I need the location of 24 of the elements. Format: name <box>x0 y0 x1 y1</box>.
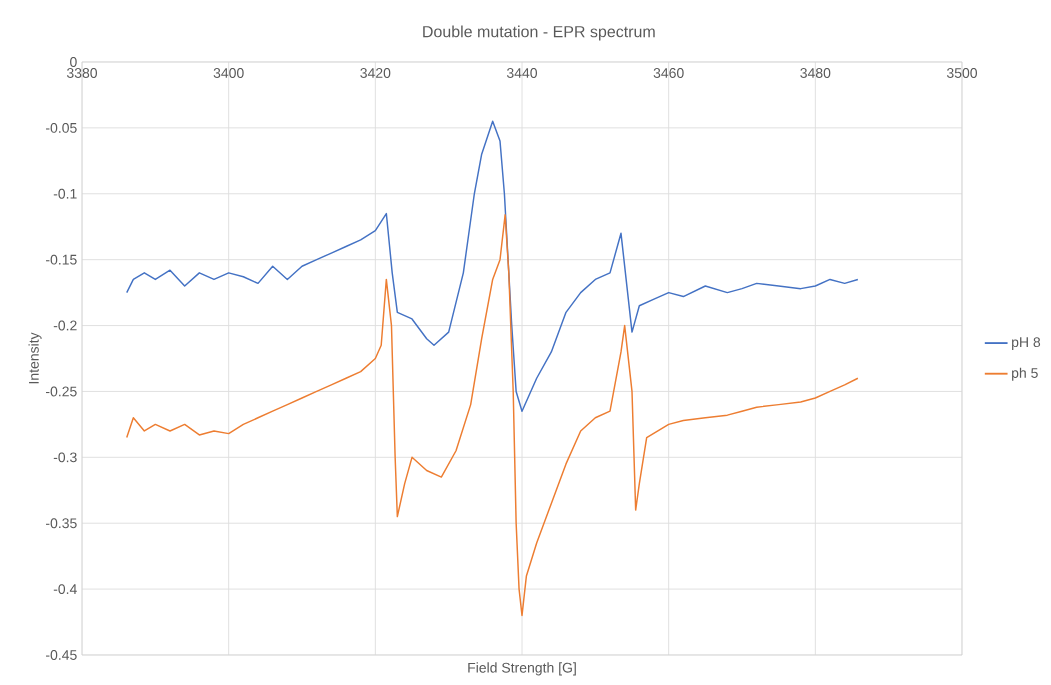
y-tick-label: -0.1 <box>53 188 77 199</box>
y-tick-label: 0 <box>70 57 77 67</box>
line-series <box>126 214 859 617</box>
x-tick-label: 3500 <box>946 68 978 78</box>
y-tick-label: -0.25 <box>46 386 77 397</box>
x-axis-title: Field Strength [G] <box>468 662 576 676</box>
x-tick-label: 3440 <box>506 68 538 78</box>
y-tick-label: -0.4 <box>53 584 77 595</box>
y-tick-label: -0.35 <box>46 518 77 529</box>
y-axis-title: Intensity <box>28 332 42 384</box>
y-tick-label: -0.45 <box>46 650 77 660</box>
legend-label: ph 5 <box>1012 367 1038 381</box>
y-tick-label: -0.05 <box>46 122 77 133</box>
y-tick-label: -0.15 <box>46 254 77 265</box>
line-series <box>126 120 859 412</box>
x-tick-label: 3460 <box>653 68 684 78</box>
y-tick-label: -0.3 <box>53 452 77 463</box>
x-tick-label: 3380 <box>66 68 98 78</box>
legend-label: pH 8 <box>1012 337 1041 350</box>
chart-title: Double mutation - EPR spectrum <box>423 25 655 41</box>
y-tick-label: -0.2 <box>53 320 77 331</box>
x-tick-label: 3480 <box>800 68 831 78</box>
x-tick-label: 3420 <box>360 68 391 78</box>
x-tick-label: 3400 <box>213 68 244 78</box>
